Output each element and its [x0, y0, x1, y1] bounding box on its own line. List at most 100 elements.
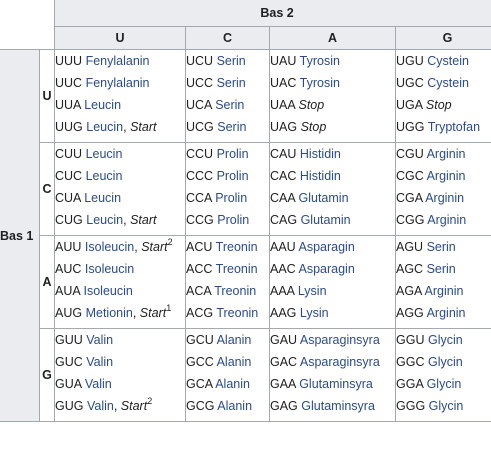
- codon-entry: AUC Isoleucin: [55, 258, 185, 280]
- codon-label: UUA: [55, 98, 81, 112]
- codon-entry: CUC Leucin: [55, 165, 185, 187]
- amino-acid-link[interactable]: Arginin: [426, 147, 466, 161]
- amino-acid-link[interactable]: Arginin: [425, 191, 465, 205]
- amino-acid-link[interactable]: Glycin: [427, 355, 463, 369]
- codon-entry: CGA Arginin: [396, 187, 491, 209]
- footnote-ref[interactable]: 2: [147, 395, 153, 406]
- amino-acid-link[interactable]: Valin: [86, 399, 114, 413]
- amino-acid-link[interactable]: Alanin: [217, 399, 253, 413]
- amino-acid-link[interactable]: Serin: [426, 240, 456, 254]
- amino-acid-link[interactable]: Prolin: [215, 191, 248, 205]
- footnote-ref[interactable]: 2: [167, 236, 173, 247]
- amino-acid-link[interactable]: Asparagin: [298, 262, 355, 276]
- start-label: Start: [120, 399, 148, 413]
- footnote-ref[interactable]: 1: [166, 302, 172, 313]
- codon-entry: CUG Leucin, Start: [55, 209, 185, 231]
- stop-label: Stop: [298, 98, 325, 112]
- amino-acid-link[interactable]: Arginin: [426, 169, 466, 183]
- amino-acid-link[interactable]: Valin: [84, 377, 112, 391]
- amino-acid-link[interactable]: Serin: [216, 54, 246, 68]
- amino-acid-link[interactable]: Glutamin: [298, 191, 349, 205]
- amino-acid-link[interactable]: Glutaminsyra: [301, 399, 375, 413]
- row-label-c: C: [39, 142, 55, 236]
- codon-entry: GAA Glutaminsyra: [270, 373, 395, 395]
- separator: ,: [123, 120, 131, 134]
- amino-acid-link[interactable]: Leucin: [84, 98, 122, 112]
- amino-acid-link[interactable]: Tryptofan: [427, 120, 481, 134]
- amino-acid-link[interactable]: Histidin: [299, 169, 341, 183]
- amino-acid-link[interactable]: Prolin: [217, 213, 250, 227]
- amino-acid-link[interactable]: Serin: [217, 120, 247, 134]
- codon-label: CGG: [396, 213, 425, 227]
- amino-acid-link[interactable]: Glycin: [426, 377, 462, 391]
- amino-acid-link[interactable]: Cystein: [427, 76, 469, 90]
- codon-label: GGG: [396, 399, 426, 413]
- amino-acid-link[interactable]: Tyrosin: [299, 76, 340, 90]
- codon-entry: UCG Serin: [186, 116, 269, 138]
- amino-acid-link[interactable]: Arginin: [427, 213, 467, 227]
- amino-acid-link[interactable]: Valin: [86, 333, 114, 347]
- amino-acid-link[interactable]: Alanin: [215, 377, 250, 391]
- amino-acid-link[interactable]: Isoleucin: [84, 240, 135, 254]
- amino-acid-link[interactable]: Tyrosin: [299, 54, 340, 68]
- amino-acid-link[interactable]: Leucin: [84, 191, 122, 205]
- codon-label: GUG: [55, 399, 84, 413]
- codon-label: CCA: [186, 191, 212, 205]
- codon-label: CGA: [396, 191, 423, 205]
- amino-acid-link[interactable]: Serin: [426, 262, 456, 276]
- amino-acid-link[interactable]: Leucin: [85, 169, 123, 183]
- stop-label: Stop: [425, 98, 452, 112]
- amino-acid-link[interactable]: Lysin: [299, 306, 329, 320]
- amino-acid-link[interactable]: Isoleucin: [84, 262, 135, 276]
- start-label: Start: [130, 213, 157, 227]
- amino-acid-link[interactable]: Lysin: [297, 284, 327, 298]
- amino-acid-link[interactable]: Leucin: [85, 147, 123, 161]
- codon-label: CGC: [396, 169, 424, 183]
- amino-acid-link[interactable]: Treonin: [215, 262, 258, 276]
- amino-acid-link[interactable]: Fenylalanin: [85, 54, 150, 68]
- amino-acid-link[interactable]: Serin: [215, 98, 245, 112]
- amino-acid-link[interactable]: Glycin: [427, 333, 463, 347]
- codon-label: UAG: [270, 120, 298, 134]
- amino-acid-link[interactable]: Histidin: [299, 147, 341, 161]
- codon-cell: GCU Alanin GCC Alanin GCA Alanin GCG Alanin: [185, 328, 270, 422]
- table-body: Bas 1 U UUU Fenylalanin UUC Fenylalanin UUA …: [0, 49, 491, 422]
- codon-label: CUU: [55, 147, 83, 161]
- amino-acid-link[interactable]: Valin: [86, 355, 114, 369]
- amino-acid-link[interactable]: Arginin: [424, 284, 464, 298]
- codon-cell: CAU Histidin CAC Histidin CAA Glutamin CAG …: [269, 142, 396, 236]
- amino-acid-link[interactable]: Prolin: [216, 147, 249, 161]
- amino-acid-link[interactable]: Treonin: [214, 284, 257, 298]
- amino-acid-link[interactable]: Glycin: [428, 399, 464, 413]
- amino-acid-link[interactable]: Serin: [216, 76, 246, 90]
- amino-acid-link[interactable]: Prolin: [216, 169, 249, 183]
- amino-acid-link[interactable]: Glutaminsyra: [299, 377, 373, 391]
- codon-entry: CUU Leucin: [55, 143, 185, 165]
- codon-cell: CCU Prolin CCC Prolin CCA Prolin CCG Prolin: [185, 142, 270, 236]
- amino-acid-link[interactable]: Leucin: [86, 120, 124, 134]
- amino-acid-link[interactable]: Treonin: [216, 306, 259, 320]
- amino-acid-link[interactable]: Asparaginsyra: [299, 333, 380, 347]
- amino-acid-link[interactable]: Leucin: [86, 213, 124, 227]
- codon-label: UCG: [186, 120, 214, 134]
- amino-acid-link[interactable]: Glutamin: [300, 213, 351, 227]
- table-row: A AUU Isoleucin, Start2 AUC Isoleucin AUA I…: [0, 235, 491, 329]
- amino-acid-link[interactable]: Asparaginsyra: [299, 355, 380, 369]
- codon-cell: CUU Leucin CUC Leucin CUA Leucin CUG Leucin…: [54, 142, 186, 236]
- codon-entry: CGC Arginin: [396, 165, 491, 187]
- amino-acid-link[interactable]: Alanin: [216, 333, 252, 347]
- table-corner: [0, 0, 55, 50]
- amino-acid-link[interactable]: Cystein: [427, 54, 469, 68]
- amino-acid-link[interactable]: Asparagin: [298, 240, 355, 254]
- codon-label: UUU: [55, 54, 83, 68]
- row-label-a: A: [39, 235, 55, 329]
- codon-label: AUU: [55, 240, 82, 254]
- amino-acid-link[interactable]: Metionin: [85, 306, 133, 320]
- codon-entry: UGC Cystein: [396, 72, 491, 94]
- amino-acid-link[interactable]: Alanin: [216, 355, 252, 369]
- amino-acid-link[interactable]: Fenylalanin: [85, 76, 150, 90]
- amino-acid-link[interactable]: Isoleucin: [83, 284, 133, 298]
- codon-entry: CCU Prolin: [186, 143, 269, 165]
- amino-acid-link[interactable]: Treonin: [215, 240, 258, 254]
- amino-acid-link[interactable]: Arginin: [426, 306, 466, 320]
